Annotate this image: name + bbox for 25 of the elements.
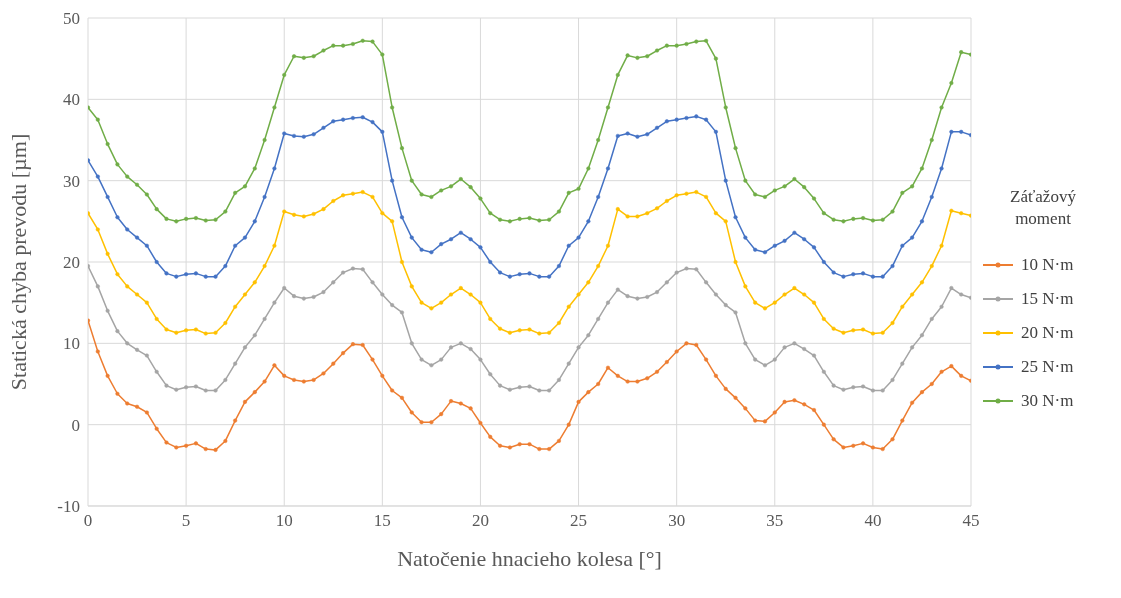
y-tick-label: -10 — [57, 497, 80, 517]
x-tick-label: 40 — [864, 511, 882, 531]
x-axis-title: Natočenie hnacieho kolesa [°] — [397, 546, 662, 571]
y-tick-label: 30 — [63, 171, 80, 191]
legend-label: 25 N·m — [1021, 357, 1074, 377]
x-tick-label: 45 — [962, 511, 980, 531]
x-tick-label: 20 — [471, 511, 489, 531]
y-tick-label: 20 — [63, 253, 80, 273]
x-tick-label: 35 — [766, 511, 784, 531]
y-tick-label: 50 — [63, 9, 80, 29]
y-tick-label: 40 — [63, 90, 80, 110]
x-tick-label: 15 — [373, 511, 391, 531]
legend-label: 10 N·m — [1021, 255, 1074, 275]
x-tick-label: 30 — [668, 511, 686, 531]
y-axis-title: Statická chyba prevodu [µm] — [5, 133, 31, 391]
legend-label: 30 N·m — [1021, 391, 1074, 411]
x-tick-label: 5 — [181, 511, 191, 531]
y-tick-label: 10 — [63, 334, 80, 354]
legend-label: 20 N·m — [1021, 323, 1074, 343]
x-tick-label: 10 — [275, 511, 293, 531]
x-tick-label: 0 — [83, 511, 93, 531]
legend-label: 15 N·m — [1021, 289, 1074, 309]
x-tick-label: 25 — [570, 511, 588, 531]
y-tick-label: 0 — [71, 415, 80, 435]
legend-title: Záťažový moment — [1009, 186, 1077, 230]
